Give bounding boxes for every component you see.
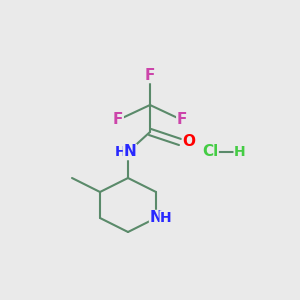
Text: F: F (113, 112, 123, 128)
Text: H: H (234, 145, 246, 159)
Text: H: H (115, 145, 127, 159)
Text: F: F (145, 68, 155, 82)
Text: O: O (182, 134, 196, 149)
Text: H: H (160, 211, 172, 225)
Text: N: N (124, 145, 136, 160)
Text: N: N (150, 211, 162, 226)
Text: Cl: Cl (202, 145, 218, 160)
Text: F: F (177, 112, 187, 128)
